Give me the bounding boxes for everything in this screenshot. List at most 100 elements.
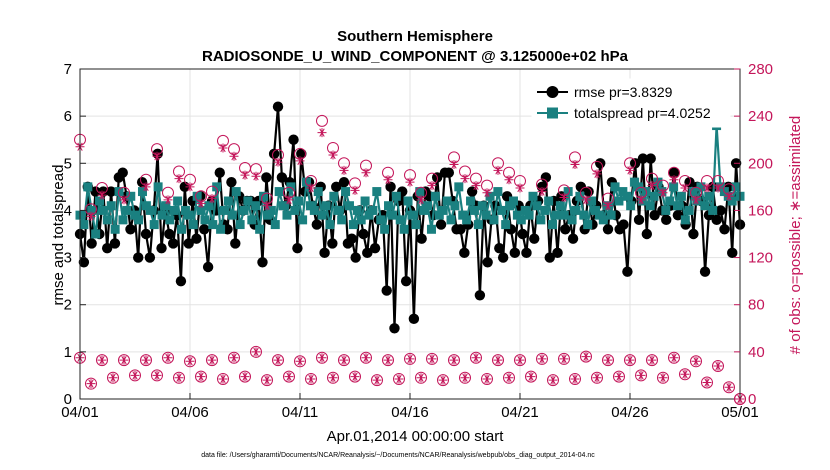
data-point	[207, 194, 217, 204]
data-point	[618, 187, 628, 197]
data-point	[175, 275, 187, 287]
data-point	[536, 215, 546, 225]
data-point	[316, 351, 328, 364]
data-point	[547, 374, 559, 387]
data-point	[672, 209, 684, 221]
data-point	[196, 205, 206, 215]
data-point	[558, 352, 570, 365]
data-point	[235, 220, 245, 230]
data-point	[646, 354, 658, 367]
data-point	[679, 368, 691, 381]
y-tick-label: 7	[64, 61, 72, 78]
tick-layer: 04/01 04/06 04/11 04/16 04/21 04/26 05/0101234…	[61, 61, 773, 421]
data-point	[240, 170, 250, 180]
data-point	[140, 354, 152, 367]
data-point	[438, 205, 448, 215]
data-point	[520, 205, 530, 215]
data-point	[276, 172, 288, 183]
data-point	[331, 181, 342, 193]
data-point	[426, 224, 436, 234]
data-point	[437, 374, 449, 387]
data-point	[460, 373, 470, 383]
data-point	[466, 186, 478, 197]
data-point	[493, 165, 503, 175]
data-point	[459, 371, 471, 384]
x-tick-label: 04/26	[611, 404, 649, 421]
data-point	[516, 215, 526, 225]
data-point	[470, 351, 482, 364]
data-point	[278, 201, 288, 211]
y-right-tick-label: 40	[748, 344, 765, 361]
data-point	[98, 186, 109, 197]
data-point	[305, 372, 317, 385]
data-point	[405, 354, 415, 364]
data-point	[95, 196, 105, 206]
data-point	[387, 210, 397, 220]
data-point	[371, 374, 383, 387]
data-point	[251, 171, 261, 181]
data-point	[165, 215, 175, 225]
data-point	[188, 220, 198, 230]
data-point	[361, 168, 371, 178]
data-point	[294, 355, 306, 368]
data-point	[591, 371, 603, 384]
data-point	[228, 351, 240, 364]
data-point	[274, 187, 284, 197]
data-point	[309, 205, 319, 215]
legend-rmse-marker	[546, 86, 559, 98]
y-tick-label: 6	[64, 108, 72, 125]
data-point	[382, 354, 394, 367]
y-right-tick-label: 280	[748, 61, 773, 78]
data-point	[690, 355, 702, 368]
data-point	[423, 201, 433, 211]
data-point	[688, 228, 699, 240]
data-point	[526, 372, 536, 382]
data-point	[563, 187, 573, 197]
data-point	[701, 376, 713, 389]
data-point	[497, 205, 507, 215]
data-point	[391, 191, 401, 201]
data-point	[169, 205, 179, 215]
data-point	[492, 354, 504, 367]
data-point	[427, 354, 437, 364]
data-point	[474, 290, 486, 301]
y-right-tick-label: 200	[748, 155, 773, 172]
y-right-tick-label: 120	[748, 250, 773, 267]
data-point	[665, 196, 675, 206]
data-point	[317, 353, 327, 363]
data-point	[360, 351, 372, 364]
data-point	[161, 201, 171, 211]
data-point	[419, 205, 429, 215]
data-point	[195, 370, 207, 383]
data-point	[567, 215, 577, 225]
data-point	[587, 196, 597, 206]
data-point	[618, 219, 629, 230]
data-point	[333, 205, 343, 215]
data-point	[676, 191, 686, 201]
data-point	[227, 210, 237, 220]
data-point	[551, 210, 561, 220]
data-point	[540, 172, 552, 183]
data-point	[598, 215, 608, 225]
data-point	[536, 352, 548, 365]
data-point	[251, 347, 261, 357]
data-point	[494, 242, 505, 254]
y-axis-right-label: # of obs: o=possible; ∗=assimilated	[787, 116, 804, 355]
data-point	[383, 175, 393, 185]
data-point	[532, 201, 542, 211]
data-point	[141, 201, 151, 211]
x-tick-label: 04/06	[171, 404, 209, 421]
data-point	[255, 224, 265, 234]
y-tick-label: 0	[64, 391, 72, 408]
data-point	[435, 219, 447, 230]
data-point	[231, 187, 241, 197]
data-point	[122, 205, 132, 215]
data-point	[691, 356, 701, 366]
data-point	[669, 175, 679, 185]
data-point	[167, 238, 179, 249]
chart-subtitle: RADIOSONDE_U_WIND_COMPONENT @ 3.125000e+…	[202, 48, 629, 65]
data-point	[727, 196, 737, 206]
data-point	[624, 354, 636, 367]
data-point	[383, 355, 393, 365]
data-point	[700, 201, 710, 211]
